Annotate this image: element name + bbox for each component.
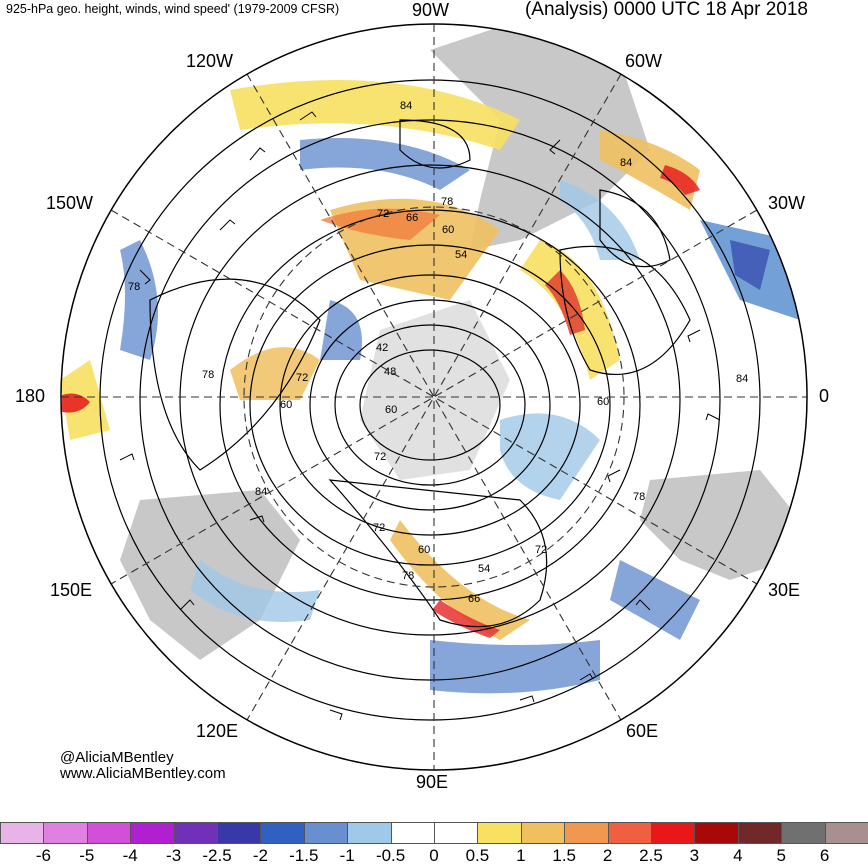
contour-label: 78 xyxy=(402,570,414,582)
lon-label-30w: 30W xyxy=(768,193,806,213)
colorbar-swatch xyxy=(217,822,262,844)
colorbar-tick-label: -2 xyxy=(252,846,268,865)
colorbar-swatch xyxy=(43,822,88,844)
contour-label: 60 xyxy=(385,404,397,416)
lon-label-90w: 90W xyxy=(412,0,450,20)
contour-label: 72 xyxy=(296,372,308,384)
colorbar-swatch xyxy=(434,822,479,844)
contour-label: 42 xyxy=(376,342,388,354)
lon-label-180: 180 xyxy=(15,386,46,406)
contour-label: 72 xyxy=(377,208,389,220)
colorbar-tick-label: -1.5 xyxy=(289,846,319,865)
colorbar-swatch xyxy=(260,822,305,844)
colorbar-swatch xyxy=(303,822,349,844)
colorbar-tick-label: -2.5 xyxy=(202,846,232,865)
contour-label: 60 xyxy=(280,399,292,411)
map-boundary xyxy=(60,23,808,771)
lon-label-90e: 90E xyxy=(416,772,449,792)
land-north-america xyxy=(430,24,650,250)
colorbar-tick-label: 2 xyxy=(602,846,613,865)
contour-label: 78 xyxy=(441,196,453,208)
contour-label: 72 xyxy=(373,522,385,534)
contour-label: 48 xyxy=(384,366,396,378)
land-europe xyxy=(640,470,800,580)
contour-label: 60 xyxy=(442,224,454,236)
contour-labels: 84 84 84 78 78 78 78 78 84 72 72 72 72 7… xyxy=(128,100,748,605)
colorbar-tick-label: -0.5 xyxy=(375,846,406,865)
colorbar-tick-label: -4 xyxy=(122,846,138,865)
contour-label: 78 xyxy=(633,491,645,503)
colorbar-swatch xyxy=(564,822,609,844)
colorbar-swatch xyxy=(173,822,218,844)
contour-label: 84 xyxy=(736,373,748,385)
lon-label-120w: 120W xyxy=(186,51,234,71)
wind-speed-anomaly-fill xyxy=(61,80,800,694)
lon-label-150w: 150W xyxy=(46,193,94,213)
contour-label: 72 xyxy=(535,544,547,556)
colorbar-tick-label: 5 xyxy=(776,846,786,865)
colorbar-tick-label: 0.5 xyxy=(465,846,490,865)
contour-label: 84 xyxy=(400,100,412,112)
contour-label: 66 xyxy=(468,593,480,605)
colorbar-swatch xyxy=(781,822,826,844)
contour-label: 54 xyxy=(455,249,467,261)
credit-website: www.AliciaMBentley.com xyxy=(60,765,226,782)
colorbar-swatch xyxy=(824,822,868,844)
colorbar-swatch xyxy=(130,822,175,844)
colorbar-tick-label: 3 xyxy=(689,846,700,865)
colorbar-tick-label: -3 xyxy=(166,846,182,865)
lon-label-60e: 60E xyxy=(626,721,659,741)
contour-label: 84 xyxy=(255,486,267,498)
colorbar-swatch xyxy=(347,822,392,844)
colorbar-tick-label: 1 xyxy=(516,846,526,865)
colorbar-tick-label: -1 xyxy=(339,846,355,865)
contour-label: 60 xyxy=(418,544,430,556)
contour-label: 72 xyxy=(374,451,386,463)
colorbar-tick-label: 2.5 xyxy=(639,846,663,865)
lon-label-150e: 150E xyxy=(50,580,93,600)
colorbar-tick-label: 4 xyxy=(733,846,743,865)
colorbar-tick-label: -6 xyxy=(35,846,51,865)
colorbar-swatch xyxy=(477,822,522,844)
contour-label: 54 xyxy=(478,563,490,575)
valid-time-title: (Analysis) 0000 UTC 18 Apr 2018 xyxy=(524,0,808,20)
colorbar-tick-label: -5 xyxy=(79,846,95,865)
lon-label-120e: 120E xyxy=(196,721,239,741)
colorbar-swatch xyxy=(737,822,783,844)
colorbar-swatch xyxy=(0,822,45,844)
colorbar-swatch xyxy=(86,822,132,844)
colorbar-swatch xyxy=(520,822,566,844)
colorbar-tick-label: 0 xyxy=(429,846,439,865)
height-contours xyxy=(99,79,761,721)
credit-twitter: @AliciaMBentley xyxy=(60,749,174,766)
colorbar-swatch xyxy=(607,822,652,844)
graticule xyxy=(61,24,807,770)
land-greenland xyxy=(360,300,510,480)
lon-label-30e: 30E xyxy=(768,580,801,600)
contour-label: 78 xyxy=(202,369,214,381)
wind-barbs xyxy=(119,111,721,721)
lon-label-60w: 60W xyxy=(625,51,663,71)
lon-label-0: 0 xyxy=(819,386,830,406)
colorbar-swatch xyxy=(694,822,739,844)
contour-label: 84 xyxy=(620,157,632,169)
contour-label: 78 xyxy=(128,281,140,293)
contour-label: 60 xyxy=(597,396,609,408)
colorbar-swatch xyxy=(651,822,696,844)
colorbar-tick-label: 6 xyxy=(819,846,830,865)
colorbar-tick-label: 1.5 xyxy=(552,846,577,865)
map-disk: 84 84 84 78 78 78 78 78 84 72 72 72 72 7… xyxy=(61,24,807,770)
colorbar xyxy=(0,822,868,844)
map-title: 925-hPa geo. height, winds, wind speed' … xyxy=(6,2,340,16)
colorbar-swatch xyxy=(390,822,435,844)
contour-label: 66 xyxy=(406,212,418,224)
